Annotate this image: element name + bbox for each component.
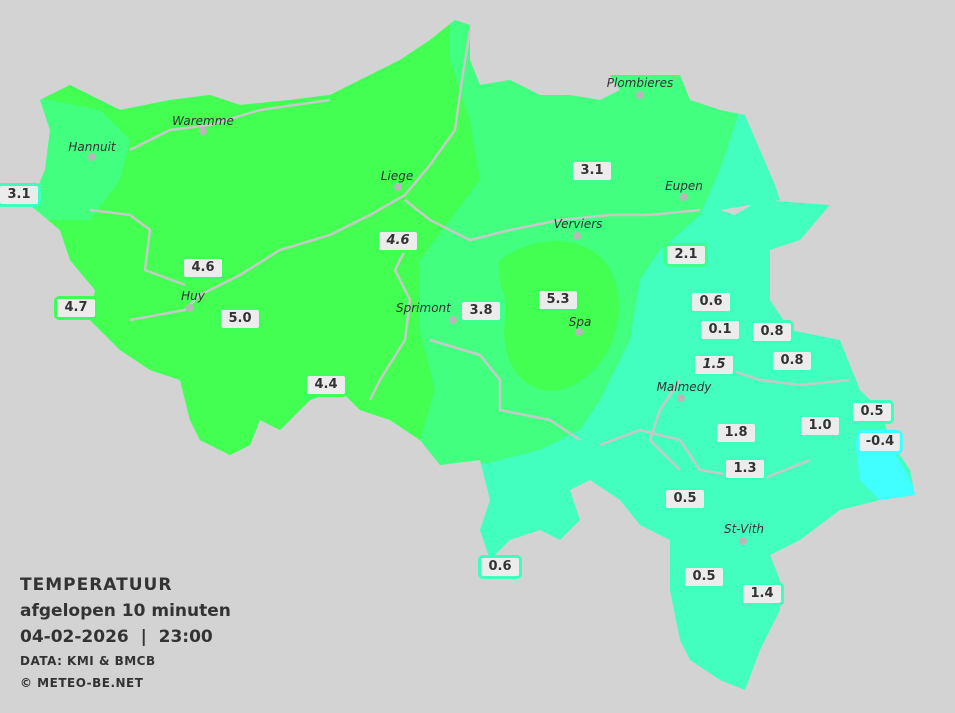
station-label[interactable]: 1.4	[740, 582, 784, 606]
map-legend: TEMPERATUUR afgelopen 10 minuten 04-02-2…	[20, 572, 231, 694]
station-label[interactable]: 4.6	[181, 256, 225, 280]
legend-source: DATA: KMI & BMCB	[20, 654, 156, 668]
station-label[interactable]: 0.8	[770, 349, 814, 373]
station-label[interactable]: 3.8	[459, 299, 503, 323]
station-label[interactable]: 0.5	[850, 400, 894, 424]
town-label: Plombieres	[606, 76, 674, 90]
town-label: Hannuit	[68, 140, 116, 154]
legend-datetime: 04-02-2026 | 23:00	[20, 627, 213, 647]
station-label[interactable]: 5.3	[536, 288, 580, 312]
zone-5-spa	[498, 241, 619, 391]
station-label[interactable]: 0.1	[698, 318, 742, 342]
station-label[interactable]: -0.4	[856, 430, 904, 454]
station-label[interactable]: 0.8	[750, 320, 794, 344]
town-label: Waremme	[172, 114, 234, 128]
station-label[interactable]: 3.1	[570, 159, 614, 183]
station-label[interactable]: 0.6	[689, 290, 733, 314]
station-label[interactable]: 5.0	[218, 307, 262, 331]
town-label: St-Vith	[723, 522, 765, 536]
town-label: Verviers	[553, 217, 603, 231]
station-label[interactable]: 0.6	[478, 555, 522, 579]
town-label: Liege	[380, 169, 414, 183]
rivers-and-roads	[89, 29, 851, 482]
station-label[interactable]: 1.8	[714, 421, 758, 445]
station-label[interactable]: 0.5	[663, 487, 707, 511]
station-label[interactable]: 1.3	[723, 457, 767, 481]
legend-title: TEMPERATUUR	[20, 575, 173, 595]
station-label[interactable]: 0.5	[682, 565, 726, 589]
town-label: Huy	[181, 289, 205, 303]
town-label: Sprimont	[396, 301, 451, 315]
station-label[interactable]: 4.7	[54, 296, 98, 320]
town-label: Spa	[568, 315, 592, 329]
station-label[interactable]: 1.5	[692, 353, 736, 377]
station-label[interactable]: 2.1	[664, 243, 708, 267]
legend-subtitle: afgelopen 10 minuten	[20, 601, 231, 621]
station-label[interactable]: 3.1	[0, 183, 41, 207]
station-label[interactable]: 1.0	[798, 414, 842, 438]
town-label: Eupen	[665, 179, 703, 193]
town-markers	[88, 91, 747, 545]
legend-copyright: © METEO-BE.NET	[20, 676, 144, 690]
town-label: Malmedy	[656, 380, 712, 394]
station-label[interactable]: 4.4	[304, 373, 348, 397]
station-label[interactable]: 4.6	[376, 229, 420, 253]
